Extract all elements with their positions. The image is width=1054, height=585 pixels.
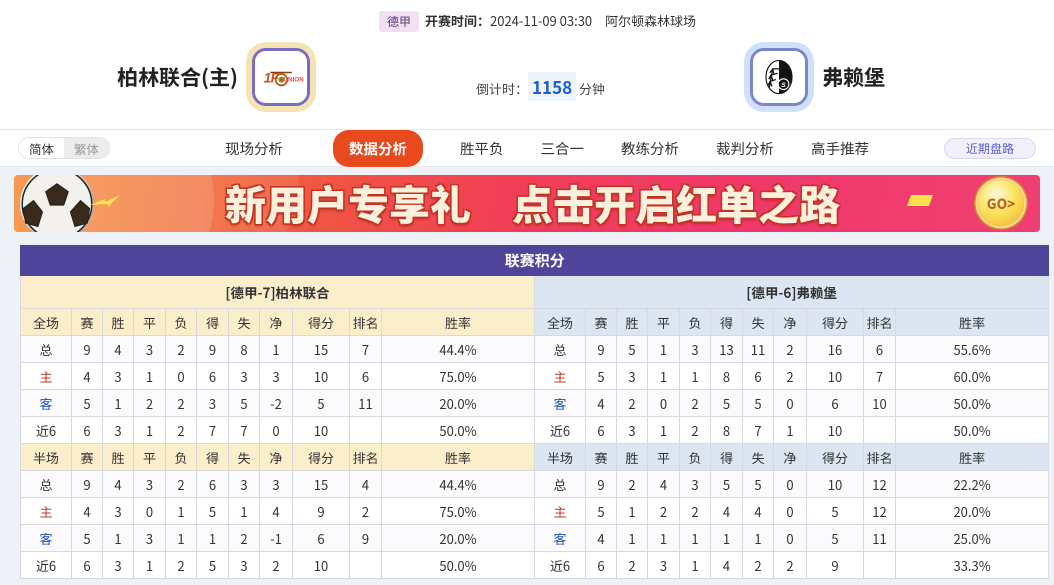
svg-text:S: S xyxy=(781,82,786,89)
svg-text:UNION: UNION xyxy=(283,76,304,83)
